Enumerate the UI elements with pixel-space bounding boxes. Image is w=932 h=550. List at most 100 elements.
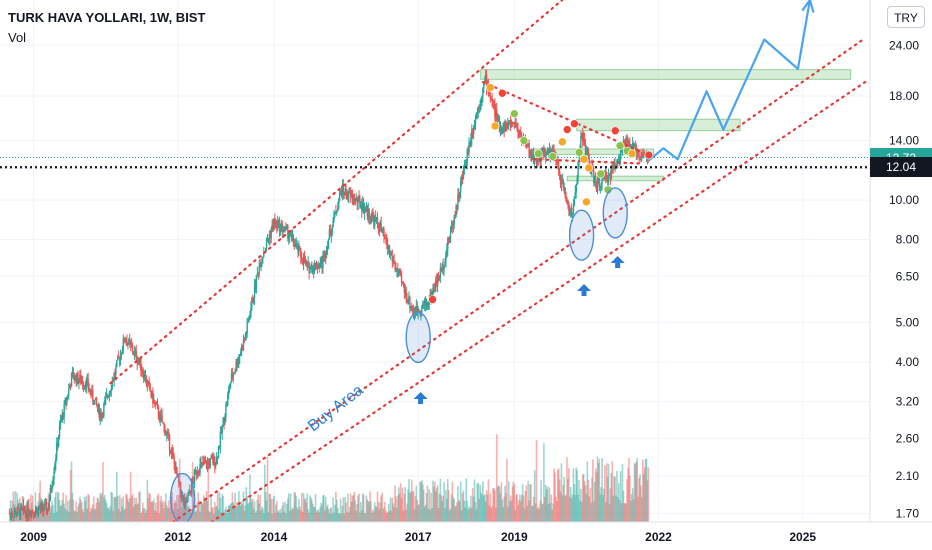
candle-body — [632, 143, 635, 147]
candle-body — [361, 204, 363, 211]
volume-bar — [35, 512, 38, 522]
price-tick-label: 6.50 — [896, 269, 920, 283]
candle-body — [545, 152, 548, 154]
volume-bar — [513, 484, 516, 522]
volume-bar — [572, 468, 575, 522]
volume-bar — [457, 485, 459, 522]
candle-body — [427, 304, 430, 306]
zone-rect — [566, 175, 664, 182]
volume-bar — [343, 513, 346, 522]
volume-bar — [284, 501, 286, 522]
volume-bar — [507, 481, 510, 522]
candle-body — [556, 160, 558, 162]
candle-body — [156, 403, 159, 407]
candle-body — [356, 197, 358, 204]
candle-body — [241, 345, 244, 350]
volume-bar — [616, 470, 618, 522]
volume-bar — [172, 510, 175, 522]
volume-bar — [504, 485, 506, 522]
volume-bar — [561, 495, 564, 522]
candle-body — [438, 278, 441, 280]
volume-bar — [173, 503, 175, 522]
volume-bar — [577, 494, 579, 522]
candle-body — [315, 263, 318, 269]
volume-bar — [23, 505, 26, 522]
volume-bar — [580, 488, 582, 522]
candle-body — [547, 148, 550, 152]
candle-body — [587, 148, 589, 157]
volume-bar — [437, 508, 440, 522]
volume-bar — [39, 480, 41, 522]
candle-body — [52, 478, 54, 486]
volume-bar — [510, 500, 513, 522]
candle-body — [445, 252, 447, 262]
signal-dot — [497, 88, 507, 98]
candle-body — [301, 261, 304, 265]
buy-zone-ellipse — [405, 311, 431, 364]
volume-bar — [140, 513, 142, 522]
volume-bar — [389, 497, 392, 522]
candle-body — [336, 211, 338, 214]
volume-bar — [497, 484, 500, 522]
currency-button[interactable]: TRY — [887, 6, 925, 28]
volume-bar — [287, 498, 289, 522]
candle-body — [471, 129, 473, 140]
volume-bar — [9, 500, 12, 522]
volume-bar — [161, 503, 163, 522]
candle-body — [416, 305, 418, 313]
candle-body — [324, 252, 326, 259]
volume-bar — [266, 456, 269, 522]
volume-bar — [365, 495, 368, 522]
volume-bar — [646, 480, 649, 522]
volume-bar — [592, 459, 594, 522]
volume-bar — [364, 513, 367, 522]
volume-bar — [503, 496, 505, 522]
volume-bar — [329, 508, 332, 522]
volume-bar — [316, 510, 319, 522]
volume-bar — [626, 479, 628, 522]
volume-bar — [384, 501, 386, 522]
candle-body — [362, 202, 364, 211]
volume-bar — [591, 477, 593, 522]
volume-bar — [527, 481, 529, 522]
volume-bar — [349, 493, 352, 522]
candle-body — [506, 125, 508, 128]
candle-body — [454, 215, 456, 218]
candle-body — [599, 186, 601, 188]
symbol-title[interactable]: TURK HAVA YOLLARI, 1W, BIST — [8, 10, 206, 25]
candle-body — [147, 381, 149, 383]
candle-body — [221, 425, 223, 433]
volume-bar — [470, 507, 473, 522]
dotted-trend-line — [481, 80, 641, 153]
candle-body — [380, 223, 382, 231]
volume-bar — [606, 476, 609, 522]
volume-bar — [421, 484, 424, 522]
candle-body — [245, 333, 247, 337]
volume-bar — [176, 494, 178, 522]
volume-indicator-label[interactable]: Vol — [8, 30, 27, 45]
volume-bar — [555, 496, 557, 522]
candle-body — [642, 154, 644, 158]
candle-body — [411, 310, 414, 312]
signal-dot — [490, 121, 500, 131]
candle-body — [130, 341, 132, 345]
volume-bar — [235, 506, 237, 522]
volume-bar — [540, 480, 542, 522]
candle-body — [643, 153, 645, 158]
candle-body — [170, 449, 173, 453]
candle-body — [459, 182, 462, 193]
dotted-trend-line — [109, 0, 564, 385]
candle-body — [142, 371, 144, 374]
candle-body — [191, 481, 194, 483]
candle-body — [239, 355, 241, 357]
candle-body — [562, 179, 565, 189]
candle-body — [571, 214, 574, 216]
candle-body — [518, 132, 520, 134]
candle-body — [316, 268, 319, 270]
candle-body — [101, 413, 103, 420]
volume-bar — [567, 478, 569, 522]
candle-body — [268, 234, 271, 240]
volume-bar — [65, 495, 67, 522]
candle-body — [234, 370, 236, 373]
